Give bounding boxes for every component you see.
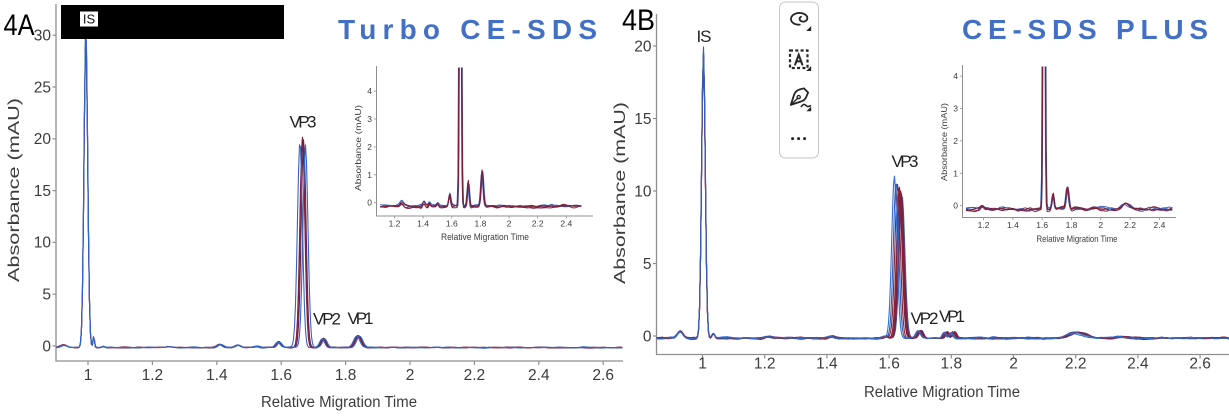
svg-text:1.2: 1.2: [754, 356, 776, 373]
svg-text:VP2: VP2: [911, 309, 939, 328]
svg-text:Relative Migration Time: Relative Migration Time: [441, 232, 529, 243]
svg-text:2.4: 2.4: [1153, 220, 1165, 230]
svg-text:10: 10: [34, 235, 52, 252]
svg-text:VP2: VP2: [313, 310, 341, 329]
svg-text:1.4: 1.4: [206, 367, 228, 384]
svg-text:2: 2: [406, 367, 415, 384]
svg-text:1.4: 1.4: [417, 219, 429, 229]
svg-text:VP1: VP1: [939, 307, 965, 326]
svg-text:1.6: 1.6: [878, 356, 900, 373]
svg-text:Relative Migration Time: Relative Migration Time: [864, 384, 1020, 401]
svg-text:1.8: 1.8: [335, 367, 357, 384]
svg-text:2: 2: [1009, 356, 1018, 373]
svg-text:30: 30: [34, 28, 52, 45]
svg-text:Absorbance (mAU): Absorbance (mAU): [354, 105, 363, 191]
svg-text:20: 20: [34, 131, 52, 148]
svg-text:2: 2: [1098, 220, 1103, 230]
svg-text:4: 4: [367, 86, 372, 96]
svg-text:2.2: 2.2: [464, 367, 486, 384]
svg-text:20: 20: [634, 38, 652, 55]
svg-text:1.4: 1.4: [816, 356, 838, 373]
svg-text:0: 0: [643, 328, 652, 345]
svg-text:1.8: 1.8: [474, 219, 486, 229]
svg-text:1: 1: [367, 170, 372, 180]
svg-text:4A: 4A: [4, 9, 35, 42]
svg-text:Absorbance (mAU): Absorbance (mAU): [612, 102, 629, 284]
svg-text:1.8: 1.8: [1066, 220, 1078, 230]
svg-text:15: 15: [34, 183, 51, 200]
svg-text:0: 0: [42, 338, 51, 355]
svg-text:4: 4: [953, 71, 958, 81]
svg-text:2.2: 2.2: [1124, 220, 1136, 230]
svg-text:1: 1: [698, 356, 707, 373]
svg-text:VP1: VP1: [348, 309, 374, 328]
svg-text:1.2: 1.2: [389, 219, 401, 229]
svg-text:3: 3: [367, 114, 372, 124]
svg-text:2: 2: [507, 219, 512, 229]
svg-text:2.2: 2.2: [532, 219, 544, 229]
svg-text:IS: IS: [697, 27, 712, 46]
svg-text:CE-SDS PLUS: CE-SDS PLUS: [962, 14, 1208, 45]
svg-text:15: 15: [634, 111, 651, 128]
svg-text:VP3: VP3: [892, 152, 919, 171]
svg-text:IS: IS: [83, 12, 96, 27]
svg-text:2.2: 2.2: [1065, 356, 1087, 373]
svg-text:1: 1: [953, 168, 958, 178]
svg-text:1.2: 1.2: [142, 367, 164, 384]
svg-text:Relative Migration Time: Relative Migration Time: [261, 394, 417, 411]
svg-text:5: 5: [643, 256, 652, 273]
svg-text:Absorbance (mAU): Absorbance (mAU): [940, 103, 949, 181]
svg-text:2.4: 2.4: [528, 367, 550, 384]
svg-text:1.6: 1.6: [270, 367, 292, 384]
svg-text:0: 0: [953, 201, 958, 211]
svg-text:1.8: 1.8: [941, 356, 963, 373]
svg-text:10: 10: [634, 183, 652, 200]
svg-text:2.6: 2.6: [592, 367, 614, 384]
svg-text:1.6: 1.6: [446, 219, 458, 229]
svg-text:1.2: 1.2: [978, 220, 990, 230]
svg-text:2.6: 2.6: [1189, 356, 1211, 373]
svg-text:3: 3: [953, 104, 958, 114]
svg-text:0: 0: [367, 198, 372, 208]
svg-text:1.6: 1.6: [1036, 220, 1048, 230]
svg-text:Absorbance (mAU): Absorbance (mAU): [6, 98, 23, 282]
svg-text:2.4: 2.4: [560, 219, 572, 229]
svg-text:5: 5: [42, 287, 51, 304]
svg-text:2: 2: [367, 142, 372, 152]
svg-text:1.4: 1.4: [1007, 220, 1019, 230]
svg-text:4B: 4B: [622, 4, 655, 37]
svg-text:Relative Migration Time: Relative Migration Time: [1037, 234, 1118, 245]
svg-text:VP3: VP3: [290, 113, 317, 132]
svg-text:1: 1: [84, 367, 93, 384]
svg-text:2.4: 2.4: [1127, 356, 1149, 373]
svg-text:25: 25: [34, 79, 51, 96]
svg-text:2: 2: [953, 136, 958, 146]
